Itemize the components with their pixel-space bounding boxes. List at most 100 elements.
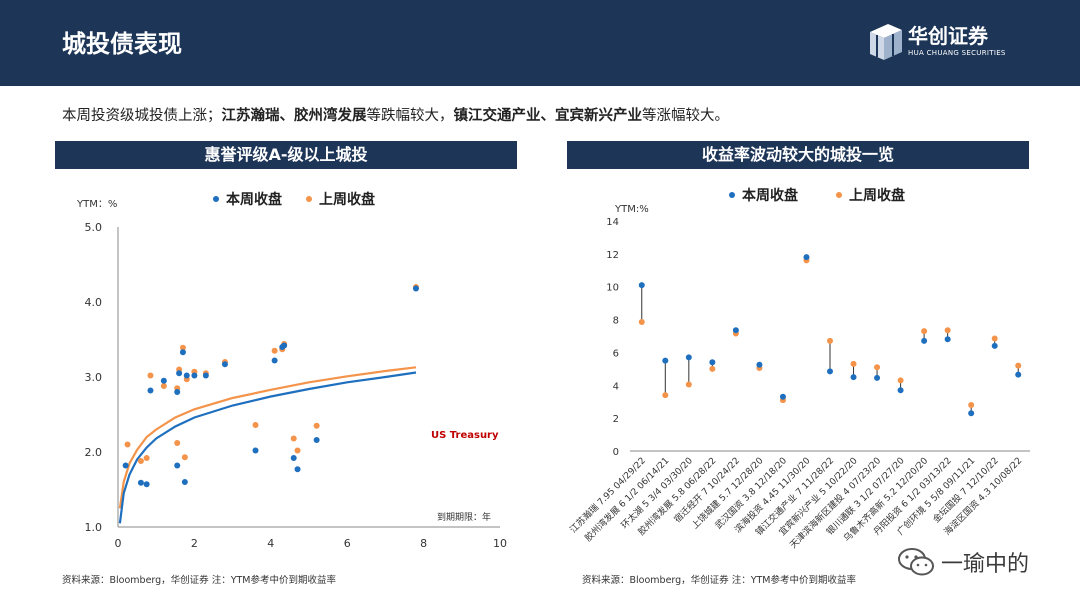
bond-point-this-week [662, 357, 669, 364]
watermark-text: 一瑜中的 [941, 552, 1030, 577]
y-tick-label: 10 [606, 283, 619, 294]
y-tick-label: 2 [613, 414, 619, 425]
bond-point-last-week [1015, 362, 1022, 369]
treasury-curve-this-week [118, 371, 417, 524]
scatter-point-this-week [281, 342, 288, 349]
bond-point-this-week [803, 254, 810, 261]
logo-cube-icon [870, 24, 902, 60]
page-title: 城投债表现 [62, 30, 182, 58]
right-panel-title: 收益率波动较大的城投一览 [567, 141, 1029, 169]
scatter-point-this-week [183, 372, 190, 379]
treasury-curve-last-week [118, 366, 417, 509]
scatter-point-this-week [147, 387, 154, 394]
x-axis-label: 到期期限：年 [437, 511, 491, 523]
summary-text: 本周投资级城投债上涨；江苏瀚瑞、胶州湾发展等跌幅较大，镇江交通产业、宜宾新兴产业… [62, 104, 729, 125]
y-tick-label: 3.0 [85, 371, 103, 384]
bond-point-last-week [662, 392, 669, 399]
right-source-note: 资料来源：Bloomberg，华创证券 注：YTM参考中价到期收益率 [582, 575, 857, 586]
scatter-point-last-week [271, 347, 278, 354]
y-tick-label: 5.0 [85, 221, 103, 234]
scatter-point-this-week [176, 370, 183, 377]
summary-decliners: 江苏瀚瑞、胶州湾发展 [221, 108, 367, 124]
bond-point-last-week [874, 364, 881, 371]
scatter-point-last-week [143, 455, 150, 461]
bond-point-this-week [709, 359, 716, 366]
scatter-point-last-week [290, 435, 297, 442]
us-treasury-annotation: US Treasury [431, 430, 499, 441]
x-tick-label: 10 [493, 537, 507, 550]
scatter-point-this-week [179, 349, 186, 356]
y-tick-label: 4.0 [85, 296, 103, 309]
left-source-note: 资料来源：Bloomberg，华创证券 注：YTM参考中价到期收益率 [62, 575, 337, 586]
bond-point-this-week [1015, 371, 1022, 378]
legend-marker-last-week [836, 192, 842, 198]
bond-point-last-week [921, 328, 928, 335]
bond-point-this-week [991, 342, 998, 349]
left-panel-title: 惠誉评级A-级以上城投 [55, 141, 517, 169]
legend-label-this-week: 本周收盘 [226, 191, 282, 208]
scatter-point-this-week [191, 372, 198, 379]
bond-point-this-week [779, 393, 786, 400]
bond-point-last-week [638, 319, 645, 326]
scatter-point-this-week [174, 389, 181, 395]
y-tick-label: 8 [613, 316, 619, 327]
scatter-point-this-week [174, 462, 181, 469]
x-tick-label: 6 [344, 537, 351, 550]
scatter-point-last-week [147, 372, 154, 379]
bond-point-this-week [685, 354, 692, 361]
bond-point-last-week [968, 402, 975, 408]
y-tick-label: 14 [606, 217, 619, 228]
logo-chinese-name: 华创证券 [908, 24, 988, 48]
wechat-icon [898, 548, 934, 576]
scatter-point-last-week [313, 422, 320, 429]
legend-label-last-week: 上周收盘 [319, 191, 375, 208]
legend-marker-this-week [729, 192, 735, 198]
wechat-watermark: 一瑜中的 [897, 544, 1067, 580]
bond-point-this-week [944, 336, 951, 343]
scatter-point-last-week [160, 383, 167, 389]
scatter-point-this-week [290, 455, 297, 461]
bond-point-this-week [874, 374, 881, 381]
scatter-point-last-week [174, 440, 181, 446]
scatter-point-this-week [137, 479, 144, 486]
x-tick-label: 2 [191, 537, 198, 550]
scatter-point-last-week [124, 441, 131, 448]
scatter-point-this-week [143, 481, 150, 488]
bond-point-this-week [850, 374, 857, 381]
bond-point-this-week [897, 387, 904, 394]
bond-point-this-week [827, 368, 833, 375]
scatter-point-this-week [271, 357, 278, 364]
y-axis-label: YTM：% [76, 199, 117, 210]
summary-gainers: 镇江交通产业、宜宾新兴产业 [453, 108, 643, 124]
bond-point-last-week [897, 377, 904, 384]
x-tick-label: 8 [420, 537, 427, 550]
summary-suffix: 等涨幅较大。 [642, 108, 729, 124]
header-bar: 城投债表现 华创证券 HUA CHUANG SECURITIES [0, 0, 1080, 86]
y-tick-label: 12 [606, 250, 619, 261]
bond-point-this-week [921, 337, 928, 344]
bond-point-this-week [968, 410, 975, 417]
legend-marker-last-week [306, 196, 312, 202]
y-tick-label: 1.0 [85, 521, 103, 534]
logo-english-name: HUA CHUANG SECURITIES [908, 49, 1006, 57]
scatter-point-this-week [313, 437, 320, 443]
x-tick-label: 0 [115, 537, 122, 550]
summary-mid: 等跌幅较大， [366, 108, 454, 124]
scatter-point-last-week [179, 344, 186, 351]
y-axis-label: YTM:% [614, 204, 649, 215]
bond-point-last-week [944, 327, 951, 334]
bond-point-last-week [991, 335, 998, 342]
legend-label-this-week: 本周收盘 [742, 187, 798, 204]
scatter-point-this-week [294, 466, 301, 473]
scatter-point-this-week [412, 285, 419, 292]
legend-label-last-week: 上周收盘 [849, 187, 905, 204]
bond-point-last-week [827, 337, 833, 344]
y-tick-label: 6 [613, 348, 619, 359]
scatter-point-last-week [181, 454, 188, 461]
left-scatter-chart: 1.0 2.0 3.0 4.0 5.0 0 2 4 6 8 10 YTM：% 到期期限：年 本周收盘 上周收… [76, 191, 507, 550]
scatter-point-last-week [294, 447, 301, 454]
bond-point-this-week [638, 282, 645, 289]
bond-point-last-week [685, 381, 692, 388]
y-tick-label: 4 [613, 381, 619, 392]
